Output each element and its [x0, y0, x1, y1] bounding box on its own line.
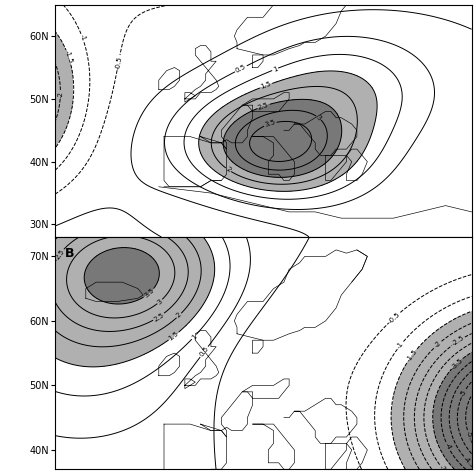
Text: 2.5: 2.5	[153, 311, 165, 322]
Text: -2: -2	[434, 339, 443, 349]
Text: 1: 1	[191, 333, 198, 340]
Text: -5.5: -5.5	[465, 430, 474, 445]
Text: 3.5: 3.5	[143, 287, 155, 299]
Text: 1: 1	[272, 66, 278, 73]
Text: -1: -1	[79, 34, 87, 42]
Text: -3: -3	[438, 464, 447, 473]
Text: 0.5: 0.5	[199, 346, 210, 358]
Text: -0.5: -0.5	[387, 311, 401, 324]
Text: -0.5: -0.5	[114, 55, 123, 70]
Text: 2: 2	[175, 312, 182, 319]
Text: -1: -1	[396, 340, 405, 350]
Text: -3.5: -3.5	[450, 356, 464, 370]
Text: B: B	[65, 246, 74, 260]
Text: 2.5: 2.5	[54, 248, 65, 261]
Text: -5: -5	[459, 388, 468, 397]
Text: -4: -4	[444, 442, 452, 450]
Text: 3: 3	[156, 298, 164, 305]
Text: 3.5: 3.5	[264, 119, 276, 128]
Text: -2.5: -2.5	[451, 335, 465, 347]
Text: -2: -2	[57, 91, 64, 98]
Text: -4.5: -4.5	[462, 455, 474, 469]
Text: 1.5: 1.5	[167, 330, 180, 342]
Text: 3: 3	[315, 114, 322, 122]
Text: -1.5: -1.5	[406, 348, 419, 362]
Text: 0.5: 0.5	[235, 64, 247, 74]
Text: 2: 2	[225, 166, 232, 173]
Text: 2.5: 2.5	[257, 101, 270, 111]
Text: 1.5: 1.5	[260, 81, 272, 91]
Text: -1.5: -1.5	[64, 50, 74, 65]
